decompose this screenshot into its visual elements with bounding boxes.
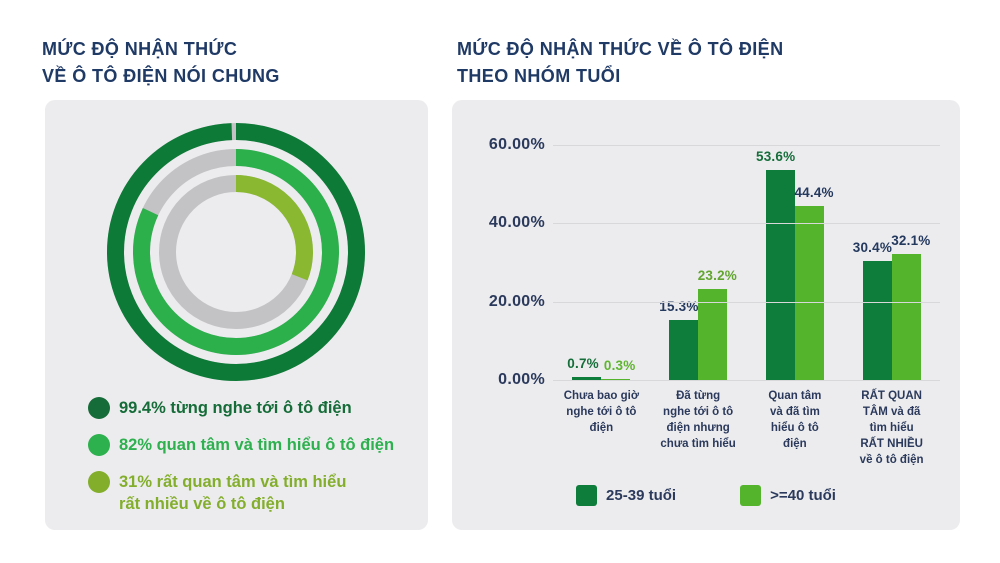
y-tick-label: 20.00% xyxy=(488,292,545,310)
right-chart-title: MỨC ĐỘ NHẬN THỨC VỀ Ô TÔ ĐIỆN THEO NHÓM … xyxy=(457,39,784,86)
bar-chart-legend: 25-39 tuổi >=40 tuổi xyxy=(452,485,960,506)
x-category-label: Quan tâm và đã tìm hiểu ô tô điện xyxy=(768,390,822,450)
gridline xyxy=(553,145,940,146)
bar-group: 30.4% 32.1% xyxy=(843,145,940,380)
gridline xyxy=(553,380,940,381)
y-tick-label: 40.00% xyxy=(488,214,545,232)
donut-ring-arc xyxy=(133,149,339,355)
bar-age-25-39: 30.4% xyxy=(853,240,892,380)
bar-legend-label: 25-39 tuổi xyxy=(606,487,677,504)
general-awareness-panel: 99.4% từng nghe tới ô tô điện 82% quan tâ… xyxy=(45,100,428,530)
bar-pair: 0.7% 0.3% xyxy=(567,356,635,380)
age-group-bar-chart: 60.00% 40.00% 20.00% 0.00% 0.7% 0.3% 15.3% 23.… xyxy=(452,100,960,530)
bar-value-label: 15.3% xyxy=(659,299,699,315)
x-category-label: RẤT QUAN TÂM và đã tìm hiểu RẤT NHIỀU về… xyxy=(859,390,924,466)
bar-age-40-plus: 44.4% xyxy=(794,185,834,380)
bar-legend-label: >=40 tuổi xyxy=(770,487,836,504)
donut-legend: 99.4% từng nghe tới ô tô điện 82% quan tâ… xyxy=(88,397,394,515)
left-chart-title: MỨC ĐỘ NHẬN THỨC VỀ Ô TÔ ĐIỆN NÓI CHUNG xyxy=(42,39,280,86)
legend-dot-icon xyxy=(88,471,110,493)
donut-legend-item: 31% rất quan tâm và tìm hiểu rất nhiều v… xyxy=(88,471,394,515)
bar-value-label: 23.2% xyxy=(697,268,737,284)
bar-group: 0.7% 0.3% xyxy=(553,145,650,380)
donut-legend-label: 31% rất quan tâm và tìm hiểu rất nhiều v… xyxy=(119,473,347,513)
bar-pair: 30.4% 32.1% xyxy=(853,233,930,380)
legend-swatch-icon xyxy=(576,485,598,506)
bar-value-label: 44.4% xyxy=(794,185,834,201)
donut-legend-item: 99.4% từng nghe tới ô tô điện xyxy=(88,397,394,419)
donut-ring-arc xyxy=(107,123,365,381)
bar-pair: 53.6% 44.4% xyxy=(756,149,834,380)
y-tick-label: 0.00% xyxy=(498,371,545,388)
bar-value-label: 0.7% xyxy=(567,356,599,372)
donut-legend-item: 82% quan tâm và tìm hiểu ô tô điện xyxy=(88,434,394,456)
donut-ring-arc xyxy=(159,175,313,329)
bar-value-label: 53.6% xyxy=(756,149,796,165)
bar-value-label: 30.4% xyxy=(852,239,893,255)
bar-groups: 0.7% 0.3% 15.3% 23.2% 53.6% 44.4% 30.4% 32.1% xyxy=(553,145,940,380)
y-tick-label: 60.00% xyxy=(488,136,545,153)
legend-swatch-icon xyxy=(740,485,762,506)
bar-age-40-plus: 0.3% xyxy=(601,358,635,380)
bar-age-40-plus: 23.2% xyxy=(698,268,737,380)
bar-age-25-39: 53.6% xyxy=(756,149,795,380)
x-category-label: Chưa bao giờ nghe tới ô tô điện xyxy=(563,390,640,434)
x-axis-labels: Chưa bao giờ nghe tới ô tô điện Đã từng n… xyxy=(553,388,940,468)
gridline xyxy=(553,301,940,303)
donut-legend-label: 99.4% từng nghe tới ô tô điện xyxy=(119,399,352,417)
bar-group: 53.6% 44.4% xyxy=(747,145,844,380)
legend-dot-icon xyxy=(88,397,110,419)
bar-pair: 15.3% 23.2% xyxy=(659,268,737,380)
bar-value-label: 32.1% xyxy=(891,233,931,249)
bar-legend-item: 25-39 tuổi xyxy=(576,485,676,506)
bar-age-25-39: 0.7% xyxy=(567,356,602,380)
bar-value-label: 0.3% xyxy=(603,357,636,373)
awareness-donut-chart xyxy=(106,122,366,382)
x-category-label: Đã từng nghe tới ô tô điện nhưng chưa tì… xyxy=(660,390,736,450)
y-axis: 60.00% 40.00% 20.00% 0.00% xyxy=(452,136,545,388)
bar-legend-item: >=40 tuổi xyxy=(740,485,836,506)
age-group-panel: 60.00% 40.00% 20.00% 0.00% 0.7% 0.3% 15.3% 23.… xyxy=(452,100,960,530)
bar-age-25-39: 15.3% xyxy=(659,299,698,380)
donut-rings-svg xyxy=(107,123,365,381)
legend-dot-icon xyxy=(88,434,110,456)
gridline xyxy=(553,223,940,225)
plot-area: 0.7% 0.3% 15.3% 23.2% 53.6% 44.4% 30.4% 32.1% xyxy=(553,145,940,381)
bar-group: 15.3% 23.2% xyxy=(650,145,747,380)
donut-legend-label: 82% quan tâm và tìm hiểu ô tô điện xyxy=(119,436,395,454)
bar-age-40-plus: 32.1% xyxy=(891,233,930,380)
